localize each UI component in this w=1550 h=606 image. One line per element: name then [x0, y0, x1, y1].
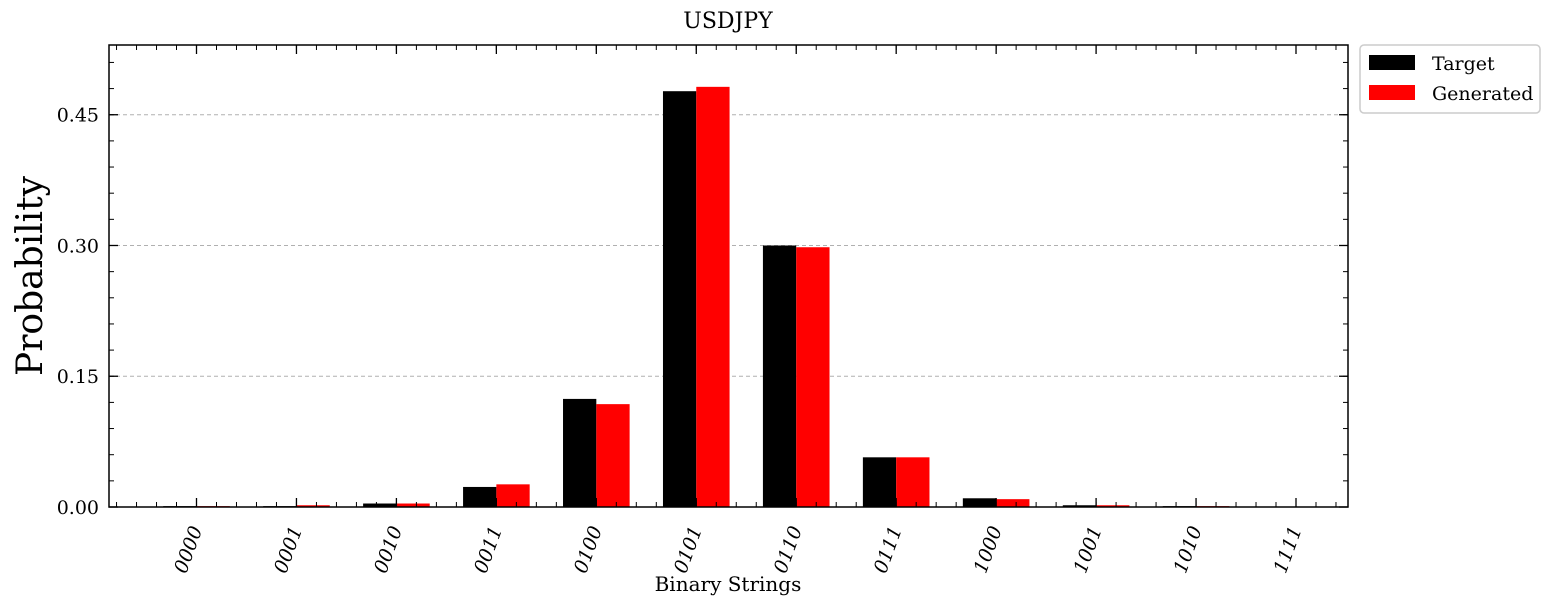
bar-generated-0011 [496, 484, 530, 507]
bar-generated-1000 [996, 499, 1030, 507]
x-tick-label: 1000 [970, 523, 1007, 576]
bar-target-0110 [762, 245, 797, 507]
y-tick-label: 0.30 [57, 235, 99, 257]
x-tick-label: 0000 [170, 523, 207, 576]
bar-target-1001 [1062, 505, 1097, 507]
bar-generated-0010 [396, 503, 430, 507]
x-tick-label: 0111 [870, 523, 907, 576]
plot-frame [108, 44, 1349, 508]
bar-target-1000 [962, 498, 997, 507]
bar-target-0111 [862, 457, 897, 507]
x-tick-label: 0010 [370, 523, 407, 576]
bar-generated-0110 [796, 247, 830, 508]
bar-target-0101 [662, 91, 697, 507]
chart-title: USDJPY [683, 9, 773, 34]
y-axis: 0.00 0.15 0.30 0.45 [57, 61, 1348, 519]
legend-label-target: Target [1432, 53, 1495, 75]
legend: Target Generated [1359, 44, 1541, 114]
y-tick-label: 0.45 [57, 105, 99, 127]
bar-generated-0001 [296, 505, 330, 507]
bar-target-0011 [463, 486, 497, 507]
x-tick-label: 0011 [470, 523, 507, 576]
x-tick-label: 0100 [570, 523, 607, 576]
bar-target-0100 [563, 398, 597, 507]
legend-swatch-generated [1369, 85, 1415, 100]
x-tick-label: 1010 [1170, 523, 1207, 576]
legend-label-generated: Generated [1432, 83, 1533, 105]
y-tick-label: 0.00 [57, 497, 99, 519]
x-tick-label: 0101 [670, 523, 707, 576]
x-tick-label: 0110 [770, 523, 807, 576]
x-tick-label: 1111 [1269, 523, 1306, 576]
y-tick-label: 0.15 [57, 366, 99, 388]
x-axis-label: Binary Strings [655, 572, 802, 596]
bar-generated-1001 [1096, 505, 1130, 507]
bars [163, 86, 1230, 508]
bar-generated-0101 [696, 86, 730, 508]
bar-generated-0111 [896, 457, 930, 507]
bar-generated-0100 [596, 404, 630, 507]
y-axis-label: Probability [10, 175, 51, 376]
legend-swatch-target [1369, 55, 1415, 70]
bar-target-0010 [363, 503, 397, 507]
x-tick-label: 0001 [270, 523, 307, 576]
x-tick-label: 1001 [1070, 523, 1107, 576]
